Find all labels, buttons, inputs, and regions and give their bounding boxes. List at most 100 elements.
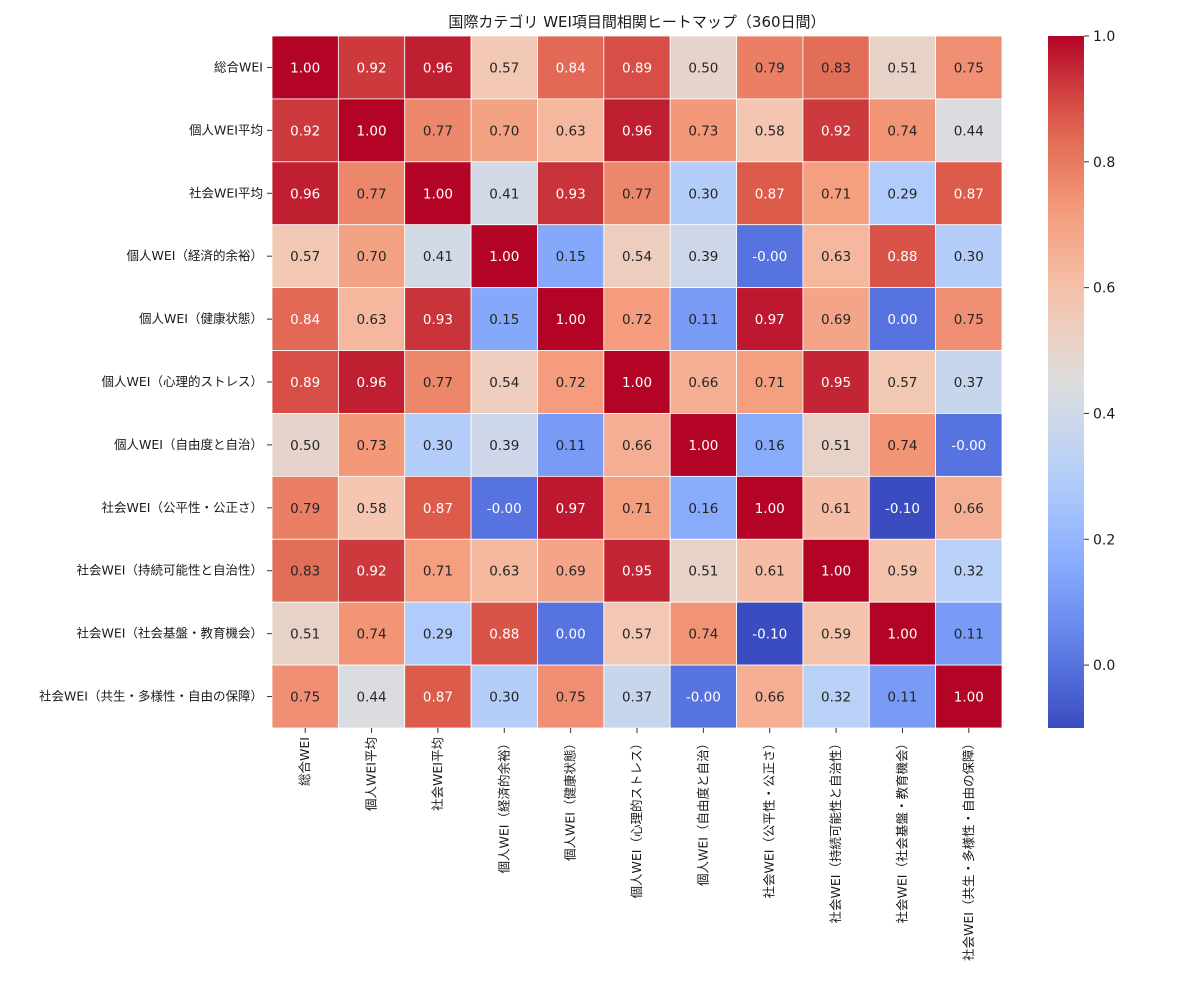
- cell-value-label: 0.41: [423, 249, 453, 265]
- heatmap-cell: [736, 35, 804, 100]
- cell-value-label: 0.51: [688, 564, 718, 580]
- heatmap-cell: [271, 350, 339, 414]
- cell-value-label: 0.75: [556, 690, 586, 706]
- heatmap-cell: [537, 161, 605, 226]
- cell-value-label: 0.83: [290, 564, 320, 580]
- heatmap-cell: [470, 350, 538, 414]
- cell-value-label: 0.74: [887, 123, 917, 139]
- heatmap-cell: [404, 224, 472, 289]
- heatmap-cell: [868, 287, 937, 351]
- x-axis-labels: 総合WEI 個人WEI平均 社会WEI平均 個人WEI（経済的余裕） 個人WEI（健康状…: [297, 728, 976, 961]
- cell-value-label: 0.15: [489, 312, 519, 328]
- heatmap-cell: [337, 224, 406, 289]
- cell-value-label: 0.96: [357, 375, 387, 391]
- cell-value-label: 0.75: [954, 312, 984, 328]
- cell-value-label: 0.71: [821, 186, 851, 202]
- heatmap-cell: [537, 601, 605, 666]
- cell-value-label: 0.96: [423, 60, 453, 76]
- heatmap-cell: [337, 664, 406, 729]
- cell-value-label: 0.95: [622, 564, 652, 580]
- cell-value-label: 0.30: [688, 186, 718, 202]
- cell-value-label: 1.00: [290, 60, 320, 76]
- cell-value-label: 0.39: [688, 249, 718, 265]
- cell-value-label: 0.57: [489, 60, 519, 76]
- cell-value-label: 0.87: [423, 690, 453, 706]
- cell-value-label: 0.50: [688, 60, 718, 76]
- cell-value-label: 0.37: [954, 375, 984, 391]
- cell-value-label: 0.66: [755, 690, 785, 706]
- cell-value-label: 0.66: [954, 501, 984, 517]
- cell-value-label: 0.57: [887, 375, 917, 391]
- heatmap-cell: [271, 161, 339, 226]
- heatmap-cell: [868, 98, 937, 163]
- colorbar-gradient: [1048, 36, 1084, 728]
- cell-value-label: 0.92: [821, 123, 851, 139]
- heatmap-cell: [802, 538, 870, 603]
- heatmap-cell: [337, 35, 406, 100]
- x-tick-label: 社会WEI平均: [430, 737, 445, 811]
- heatmap-cell: [404, 413, 472, 477]
- cell-value-label: 0.59: [887, 564, 917, 580]
- x-tick-label: 個人WEI平均: [364, 737, 379, 811]
- heatmap-cell: [868, 35, 937, 100]
- cell-value-label: 0.88: [887, 249, 917, 265]
- cell-value-label: 0.93: [556, 186, 586, 202]
- cell-value-label: 0.32: [821, 690, 851, 706]
- heatmap-cell: [404, 98, 472, 163]
- heatmap-cell: [404, 601, 472, 666]
- x-tick-label: 社会WEI（公平性・公正さ）: [762, 737, 777, 898]
- colorbar-tick-label: 1.0: [1093, 29, 1115, 45]
- cell-value-label: 0.39: [489, 438, 519, 454]
- heatmap-cell: [802, 98, 870, 163]
- heatmap-cell: [736, 664, 804, 729]
- heatmap-cell: [736, 98, 804, 163]
- heatmap-cell: [935, 98, 1003, 163]
- cell-value-label: 0.74: [688, 627, 718, 643]
- cell-value-label: 0.57: [622, 627, 652, 643]
- y-tick-label: 社会WEI（持続可能性と自治性）: [77, 563, 263, 578]
- cell-value-label: 0.30: [954, 249, 984, 265]
- cell-value-label: 0.11: [887, 690, 917, 706]
- cell-value-label: 0.84: [556, 60, 586, 76]
- heatmap-cell: [802, 413, 870, 477]
- heatmap-cell: [603, 538, 671, 603]
- cell-value-label: 0.71: [423, 564, 453, 580]
- y-tick-label: 社会WEI（社会基盤・教育機会）: [77, 626, 263, 641]
- cell-value-label: 0.54: [489, 375, 519, 391]
- cell-value-label: 0.97: [755, 312, 785, 328]
- heatmap-cell: [470, 475, 538, 540]
- heatmap-cell: [537, 98, 605, 163]
- heatmap-cell: [404, 161, 472, 226]
- heatmap-cell: [271, 35, 339, 100]
- cell-value-label: 0.66: [622, 438, 652, 454]
- cell-value-label: -0.00: [951, 438, 986, 454]
- x-tick-label: 社会WEI（社会基盤・教育機会）: [894, 737, 909, 923]
- heatmap-cell: [537, 224, 605, 289]
- heatmap-cell: [337, 98, 406, 163]
- cell-value-label: 0.87: [423, 501, 453, 517]
- cell-value-label: 0.69: [556, 564, 586, 580]
- heatmap-cell: [271, 664, 339, 729]
- cell-value-label: 0.41: [489, 186, 519, 202]
- cell-value-label: 0.92: [357, 60, 387, 76]
- cell-value-label: 1.00: [489, 249, 519, 265]
- cell-value-label: 0.54: [622, 249, 652, 265]
- heatmap-cell: [802, 224, 870, 289]
- heatmap-cell: [603, 475, 671, 540]
- y-tick-label: 個人WEI平均: [189, 122, 263, 137]
- y-tick-label: 個人WEI（自由度と自治）: [114, 437, 263, 452]
- cell-value-label: -0.00: [686, 690, 721, 706]
- cell-value-label: 0.96: [290, 186, 320, 202]
- heatmap-cell: [736, 475, 804, 540]
- cell-value-label: 0.37: [622, 690, 652, 706]
- cell-value-label: 1.00: [622, 375, 652, 391]
- colorbar-tick-label: 0.2: [1093, 532, 1115, 548]
- cell-value-label: 0.11: [688, 312, 718, 328]
- heatmap-cell: [935, 475, 1003, 540]
- y-tick-label: 個人WEI（心理的ストレス）: [102, 374, 263, 389]
- cell-value-label: 1.00: [688, 438, 718, 454]
- heatmap-cell: [404, 538, 472, 603]
- heatmap-cell: [271, 475, 339, 540]
